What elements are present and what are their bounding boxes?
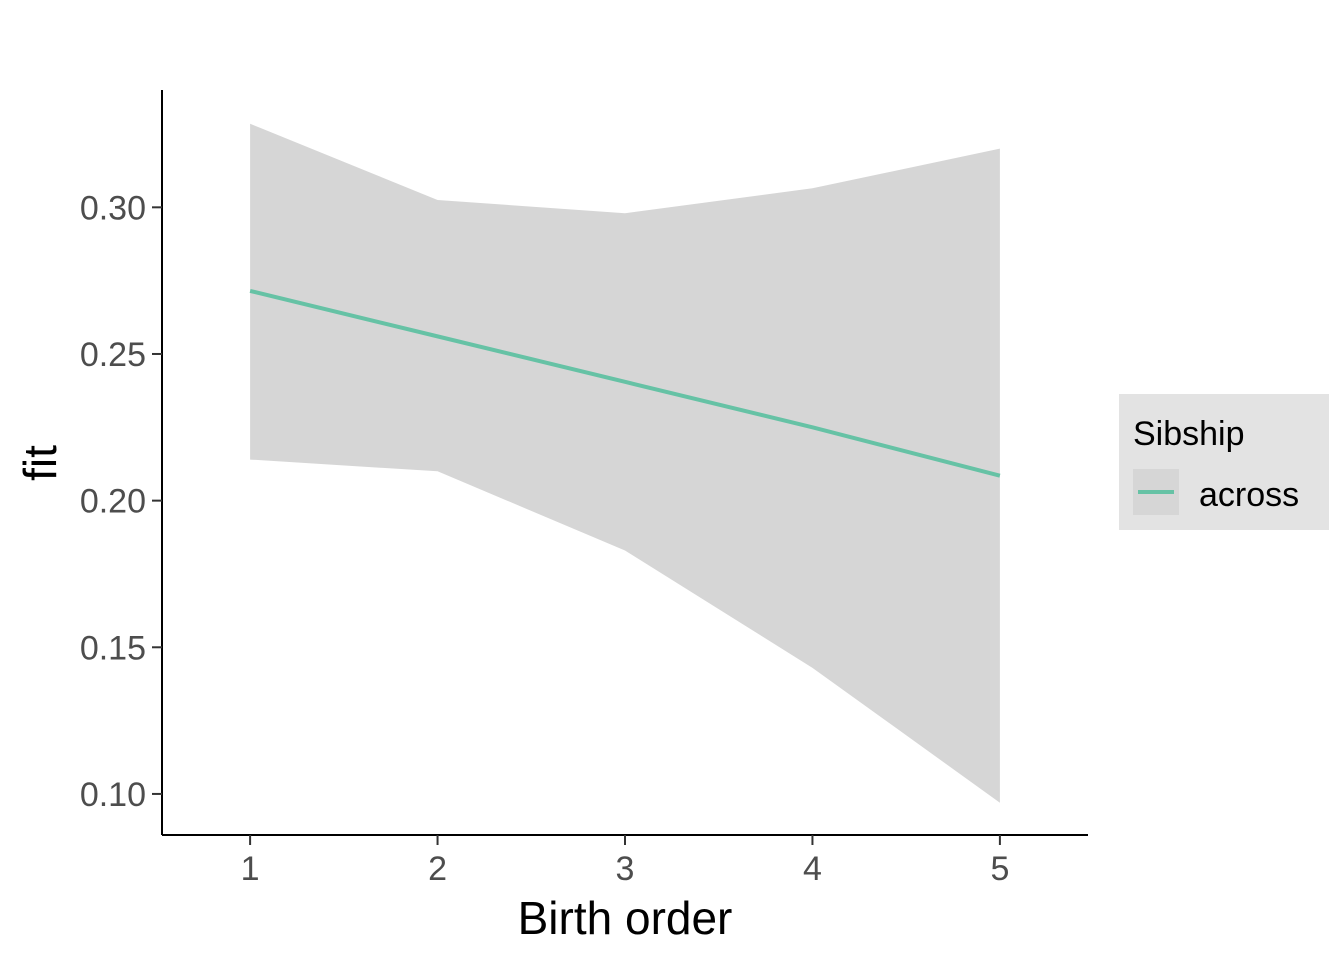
y-tick-label: 0.25	[80, 336, 146, 374]
y-tick-label: 0.15	[80, 629, 146, 667]
fit-line-layer	[249, 288, 1001, 478]
confidence-band-layer	[250, 123, 1000, 803]
fit-line-across	[249, 288, 1001, 478]
x-tick-label: 5	[990, 850, 1009, 888]
y-ticks: 0.10 0.15 0.20 0.25 0.30	[80, 189, 162, 814]
x-tick-label: 4	[803, 850, 822, 888]
y-axis-title: fit	[14, 445, 66, 481]
confidence-band	[250, 123, 1000, 803]
x-axis-title: Birth order	[518, 892, 733, 944]
legend-title: Sibship	[1133, 415, 1245, 453]
legend-label-across: across	[1199, 476, 1299, 514]
x-ticks: 1 2 3 4 5	[241, 835, 1009, 888]
y-tick-label: 0.20	[80, 483, 146, 521]
x-tick-label: 3	[616, 850, 635, 888]
y-tick-label: 0.10	[80, 776, 146, 814]
y-tick-label: 0.30	[80, 189, 146, 227]
x-tick-label: 2	[428, 850, 447, 888]
x-tick-label: 1	[241, 850, 260, 888]
legend: Sibship across	[1119, 394, 1329, 530]
